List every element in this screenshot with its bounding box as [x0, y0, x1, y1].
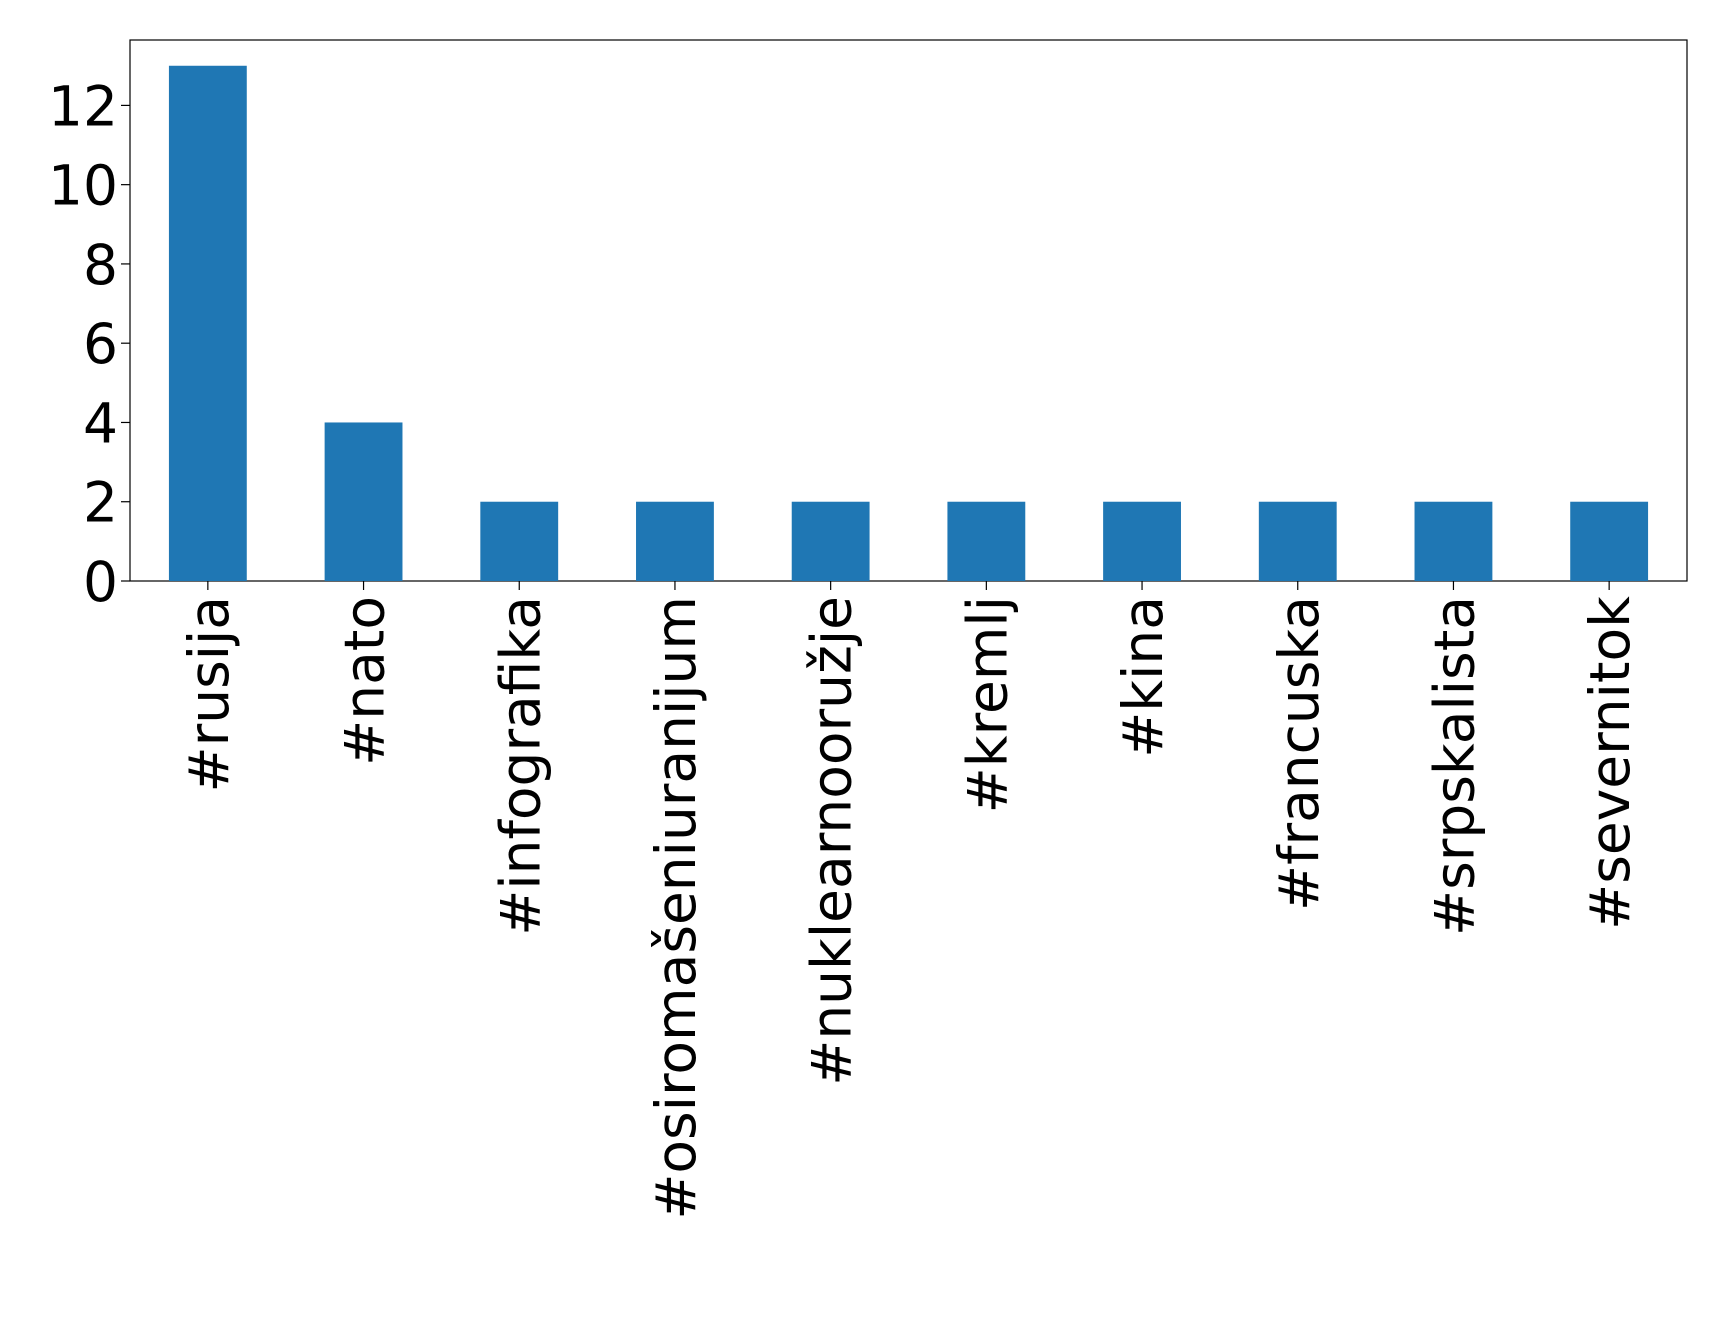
y-tick-label: 4 — [83, 391, 118, 455]
x-tick-label: #nato — [333, 596, 397, 766]
x-tick-label: #kremlj — [955, 596, 1019, 813]
x-tick-label: #kina — [1111, 596, 1175, 758]
y-tick-label: 8 — [83, 233, 118, 297]
y-tick-label: 2 — [83, 471, 118, 535]
x-tick-label: #severnitok — [1578, 596, 1642, 930]
x-tick-label: #infografika — [488, 596, 552, 936]
y-tick-label: 6 — [83, 312, 118, 376]
x-tick-label: #nuklearnooružje — [800, 596, 864, 1086]
bar — [480, 501, 559, 581]
y-tick-label: 0 — [83, 550, 118, 614]
x-tick-label: #srpskalista — [1422, 596, 1486, 936]
bar — [791, 501, 870, 581]
x-tick-label: #rusija — [177, 596, 241, 792]
x-tick-label: #francuska — [1267, 596, 1331, 911]
x-tick-label: #osiromašeniuranijum — [644, 596, 708, 1220]
bar — [1258, 501, 1337, 581]
bar — [324, 422, 403, 581]
y-tick-label: 10 — [48, 154, 118, 218]
plot-frame — [129, 39, 1688, 582]
bar — [1103, 501, 1181, 581]
bar — [168, 65, 247, 581]
bar — [1570, 501, 1649, 581]
bar — [636, 501, 714, 581]
y-tick-label: 12 — [48, 74, 118, 138]
bar — [1414, 501, 1493, 581]
bar — [947, 501, 1026, 581]
